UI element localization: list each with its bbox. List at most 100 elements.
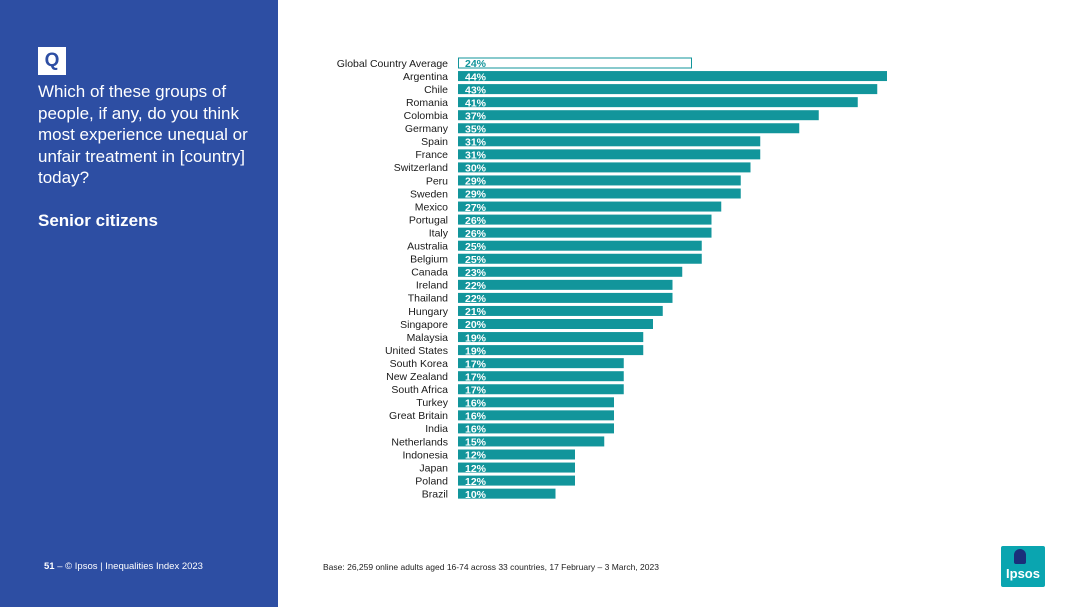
value-label: 29% [465,176,487,188]
value-label: 24% [465,58,487,70]
value-label: 30% [465,163,487,175]
category-label: Germany [405,123,449,135]
value-label: 17% [465,358,487,370]
footer-separator: – [57,561,63,572]
page-number: 51 [44,561,55,572]
category-label: Colombia [404,110,449,122]
category-label: Netherlands [391,436,448,448]
bar [458,345,644,356]
bar [458,110,819,121]
bar [458,253,702,264]
bar [458,488,556,499]
category-label: Great Britain [389,410,448,422]
bar [458,123,800,134]
value-label: 15% [465,437,487,449]
category-label: Malaysia [407,332,449,344]
category-label: Switzerland [394,162,448,174]
value-label: 41% [465,97,487,109]
value-label: 16% [465,398,487,410]
category-label: Turkey [416,397,448,409]
category-label: Romania [406,97,448,109]
category-label: Italy [429,227,449,239]
value-label: 10% [465,489,487,501]
bar [458,305,663,316]
category-label: Singapore [400,319,448,331]
bar [458,319,653,329]
value-label: 25% [465,254,487,266]
bar [458,227,712,238]
value-label: 29% [465,189,487,201]
category-label: Mexico [415,201,448,213]
value-label: 31% [465,137,487,149]
bar [458,136,761,147]
value-label: 12% [465,463,487,475]
category-label: United States [385,345,448,357]
bar [458,384,624,395]
category-label: Brazil [422,488,448,500]
category-label: Global Country Average [337,58,448,70]
bar [458,175,741,186]
value-label: 21% [465,306,487,318]
value-label: 44% [465,71,487,83]
value-label: 19% [465,345,487,357]
bar [458,84,878,95]
bar [458,214,712,225]
bar [458,201,722,212]
value-label: 22% [465,293,487,305]
value-label: 37% [465,110,487,122]
category-label: Australia [407,241,448,253]
category-label: New Zealand [386,371,448,383]
bar [458,292,673,303]
bar [458,162,751,173]
category-label: Ireland [416,280,448,292]
value-label: 12% [465,476,487,488]
category-label: Argentina [403,71,448,83]
bar [458,410,614,421]
bar [458,97,858,108]
bar [458,240,702,251]
value-label: 22% [465,280,487,292]
value-label: 17% [465,371,487,383]
bar [458,397,614,408]
bar [458,358,624,369]
question-badge: Q [38,47,66,75]
bar [458,149,761,160]
category-label: Portugal [409,214,448,226]
average-bar [458,57,692,69]
bar [458,279,673,290]
footer-text: © Ipsos | Inequalities Index 2023 [65,561,203,572]
category-label: Spain [421,136,448,148]
value-label: 16% [465,424,487,436]
footer-credit: 51 – © Ipsos | Inequalities Index 2023 [44,561,203,572]
bar [458,475,575,486]
value-label: 31% [465,150,487,162]
category-label: South Africa [391,384,448,396]
category-label: France [415,149,448,161]
logo-text: Ipsos [1006,566,1040,581]
bar [458,71,887,82]
value-label: 27% [465,202,487,214]
topic-title: Senior citizens [38,211,158,230]
value-label: 26% [465,215,487,227]
category-label: Poland [415,475,448,487]
ipsos-logo: Ipsos [1001,546,1045,587]
bar [458,188,741,199]
category-label: Japan [419,462,448,474]
value-label: 17% [465,384,487,396]
bar [458,462,575,473]
value-label: 35% [465,123,487,135]
bar [458,371,624,382]
category-label: Chile [424,84,448,96]
category-label: Indonesia [402,449,448,461]
bar [458,423,614,434]
category-label: Canada [411,267,448,279]
category-label: Sweden [410,188,448,200]
logo-mark-icon [1014,549,1026,564]
sidebar-panel: Q Which of these groups of people, if an… [0,0,278,607]
bar [458,266,683,277]
category-label: Thailand [408,293,448,305]
value-label: 26% [465,228,487,240]
category-label: Hungary [408,306,448,318]
value-label: 19% [465,332,487,344]
